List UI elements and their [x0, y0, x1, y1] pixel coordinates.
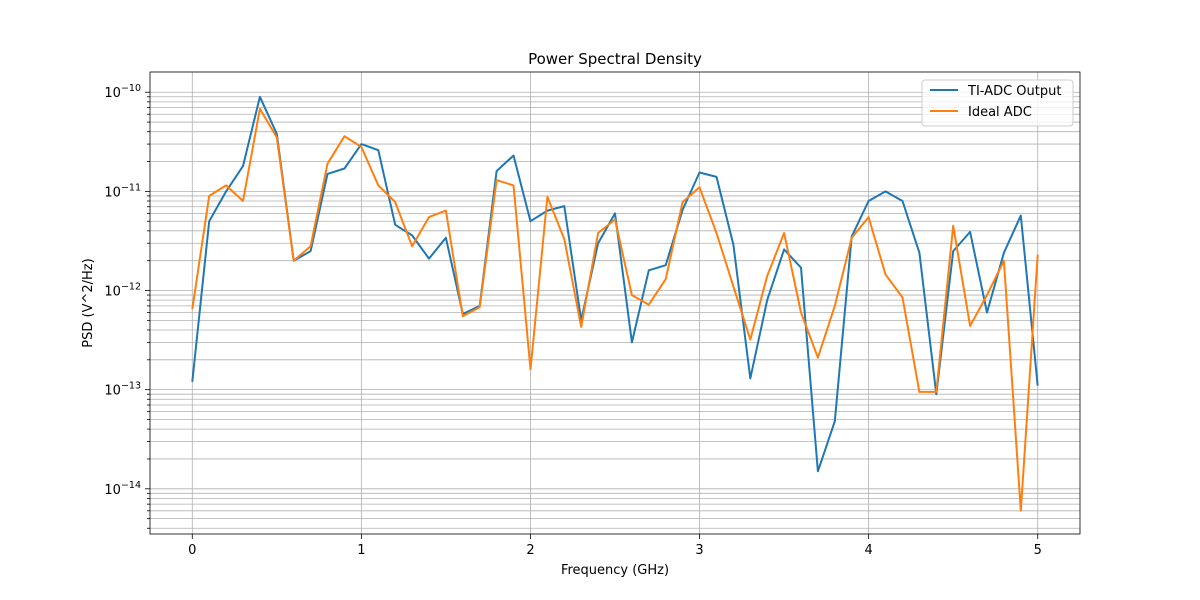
- x-tick-label: 0: [188, 543, 196, 558]
- chart-title: Power Spectral Density: [528, 50, 702, 68]
- y-tick-label: 10−12: [104, 282, 141, 300]
- x-tick-label: 4: [864, 543, 872, 558]
- plot-frame: [149, 71, 1081, 535]
- x-tick-label: 3: [695, 543, 703, 558]
- x-tick-label: 1: [357, 543, 365, 558]
- legend: TI-ADC Output Ideal ADC: [921, 79, 1074, 127]
- y-tick-label: 10−14: [104, 480, 141, 498]
- y-tick-label: 10−11: [104, 182, 141, 200]
- legend-box: [921, 79, 1074, 127]
- series-line-ideal-adc: [191, 107, 1039, 512]
- y-axis-label: PSD (V^2/Hz): [81, 258, 96, 347]
- series-lines: [191, 95, 1039, 512]
- axis-ticks: 0 1 2 3 4 5 10−14 10−13 10−12 10−11 10−10: [104, 83, 1041, 558]
- legend-label-ti-adc: TI-ADC Output: [967, 84, 1061, 99]
- legend-label-ideal-adc: Ideal ADC: [968, 105, 1032, 120]
- series-line-ti-adc-output: [191, 95, 1039, 473]
- x-tick-label: 5: [1034, 543, 1042, 558]
- y-tick-label: 10−10: [104, 83, 141, 101]
- y-tick-label: 10−13: [104, 381, 141, 399]
- x-axis-label: Frequency (GHz): [561, 563, 669, 578]
- x-tick-label: 2: [526, 543, 534, 558]
